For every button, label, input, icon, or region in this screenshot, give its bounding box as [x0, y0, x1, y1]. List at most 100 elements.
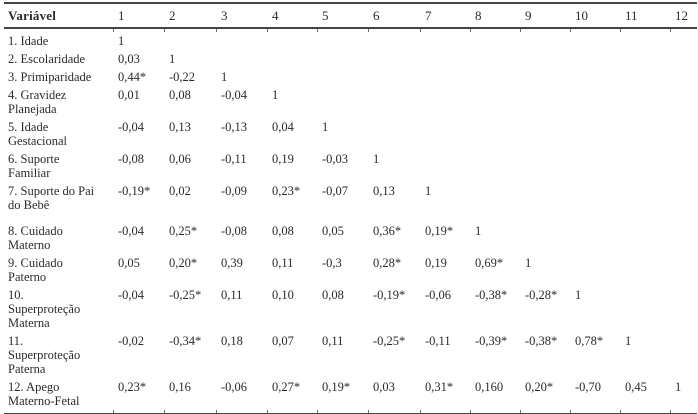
- correlation-value: [368, 118, 420, 150]
- correlation-value: 0,36*: [373, 224, 402, 238]
- correlation-value: [520, 68, 570, 86]
- table-row-4: 4. Gravidez Planejada 0,01 0,08 -0,04 1: [4, 86, 697, 118]
- correlation-value: 0,23*: [272, 184, 301, 198]
- correlation-value: 0,23*: [118, 380, 147, 394]
- table-body: 1. Idade 1 2. Escolaridade 0,03 1 3. Primipar…: [4, 32, 697, 410]
- correlation-value: [570, 50, 620, 68]
- column-header-3: 3: [216, 2, 267, 29]
- correlation-value: 0,03: [373, 380, 395, 394]
- correlation-value: -0,19*: [118, 184, 151, 198]
- correlation-value: [368, 68, 420, 86]
- correlation-value: -0,08: [118, 152, 145, 166]
- correlation-value: [368, 86, 420, 118]
- column-header-6: 6: [368, 2, 420, 29]
- correlation-value: -0,22: [169, 70, 196, 84]
- correlation-value: 0,27*: [272, 380, 301, 394]
- correlation-value: [670, 118, 697, 150]
- correlation-value: 0,78*: [575, 334, 604, 348]
- correlation-value: [470, 32, 520, 50]
- correlation-value: [670, 150, 697, 182]
- column-boundary-tick: [569, 28, 620, 32]
- correlation-value: [670, 32, 697, 50]
- correlation-value: 1: [475, 224, 482, 238]
- correlation-value: -0,09: [221, 184, 248, 198]
- variable-column-header: Variável: [4, 2, 113, 29]
- correlation-value: [570, 32, 620, 50]
- correlation-value: [368, 32, 420, 50]
- correlation-value: 1: [525, 256, 532, 270]
- correlation-value: [470, 150, 520, 182]
- correlation-value: [164, 32, 216, 50]
- correlation-value: 1: [118, 34, 125, 48]
- column-header-9: 9: [520, 2, 570, 29]
- row-label: 1. Idade: [8, 34, 49, 48]
- correlation-value: [570, 68, 620, 86]
- row-label: 11. Superproteção Paterna: [8, 334, 81, 376]
- correlation-value: 1: [322, 120, 329, 134]
- correlation-value: -0,39*: [475, 334, 508, 348]
- row-label: 9. Cuidado Paterno: [8, 256, 63, 284]
- correlation-value: -0,07: [322, 184, 349, 198]
- correlation-value: 0,25*: [169, 224, 198, 238]
- correlation-value: -0,04: [118, 120, 145, 134]
- correlation-value: [520, 214, 570, 254]
- correlation-value: [570, 150, 620, 182]
- table-row-12: 12. Apego Materno-Fetal 0,23* 0,16 -0,06 0,2…: [4, 378, 697, 410]
- correlation-value: [620, 254, 670, 286]
- column-boundary-tick: [316, 28, 368, 32]
- correlation-value: [470, 118, 520, 150]
- correlation-value: [470, 50, 520, 68]
- column-boundary-tick: [112, 28, 164, 32]
- correlation-value: 0,02: [169, 184, 191, 198]
- correlation-value: [670, 68, 697, 86]
- row-label: 10. Superproteção Materna: [8, 288, 81, 330]
- correlation-matrix-table: Variável 1 2 3 4 5 6 7 8 9 10 11 12 1. Idade 1 2. Esc…: [4, 2, 697, 414]
- correlation-value: [670, 50, 697, 68]
- correlation-value: 1: [272, 88, 279, 102]
- correlation-value: 0,69*: [475, 256, 504, 270]
- correlation-value: -0,19*: [373, 288, 406, 302]
- column-header-7: 7: [420, 2, 470, 29]
- correlation-value: -0,34*: [169, 334, 202, 348]
- column-header-10: 10: [570, 2, 620, 29]
- tick-row-bottom: [4, 410, 697, 414]
- correlation-value: [470, 182, 520, 214]
- correlation-value: -0,11: [221, 152, 247, 166]
- correlation-value: [420, 150, 470, 182]
- correlation-value: [216, 32, 267, 50]
- table-row-2: 2. Escolaridade 0,03 1: [4, 50, 697, 68]
- correlation-value: 0,16: [169, 380, 191, 394]
- column-boundary-tick: [163, 410, 216, 414]
- correlation-value: [420, 32, 470, 50]
- correlation-value: [620, 50, 670, 68]
- correlation-value: [670, 332, 697, 378]
- correlation-value: 0,31*: [425, 380, 454, 394]
- correlation-value: -0,04: [118, 224, 145, 238]
- correlation-value: [520, 32, 570, 50]
- table-row-5: 5. Idade Gestacional -0,04 0,13 -0,13 0,04 1: [4, 118, 697, 150]
- column-boundary-tick: [619, 410, 670, 414]
- column-header-12: 12: [670, 2, 697, 29]
- column-header-2: 2: [164, 2, 216, 29]
- row-label: 7. Suporte do Pai do Bebê: [8, 184, 95, 212]
- correlation-value: [520, 86, 570, 118]
- column-boundary-tick: [619, 28, 670, 32]
- table-row-9: 9. Cuidado Paterno 0,05 0,20* 0,39 0,11 -0,3 0…: [4, 254, 697, 286]
- column-boundary-tick: [669, 28, 697, 32]
- correlation-value: 0,03: [118, 52, 140, 66]
- correlation-value: 0,05: [322, 224, 344, 238]
- correlation-value: [420, 86, 470, 118]
- correlation-value: [317, 68, 368, 86]
- correlation-value: [620, 214, 670, 254]
- column-header-5: 5: [317, 2, 368, 29]
- table-row-8: 8. Cuidado Materno -0,04 0,25* -0,08 0,08 0,0…: [4, 214, 697, 254]
- correlation-value: 0,05: [118, 256, 140, 270]
- correlation-value: 0,07: [272, 334, 294, 348]
- correlation-value: 0,20*: [525, 380, 554, 394]
- correlation-value: [620, 118, 670, 150]
- column-boundary-tick: [266, 28, 317, 32]
- correlation-value: [670, 182, 697, 214]
- tick-row-top: [4, 28, 697, 32]
- correlation-value: 0,11: [322, 334, 344, 348]
